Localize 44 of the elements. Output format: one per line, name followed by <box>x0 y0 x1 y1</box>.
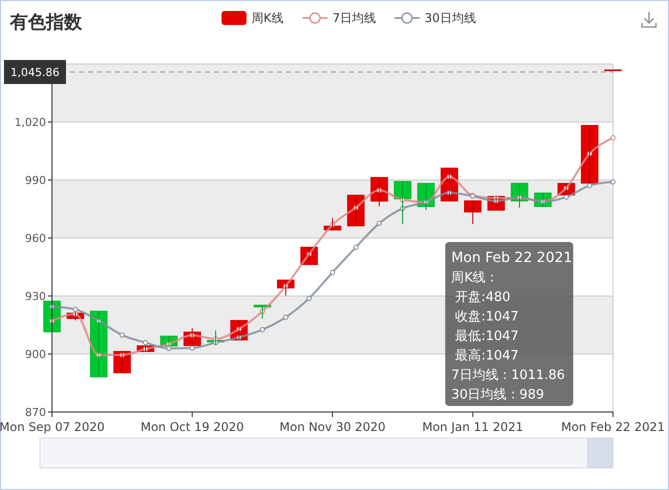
x-tick-label: Mon Nov 30 2020 <box>280 420 386 434</box>
y-tick-label: 990 <box>25 174 46 187</box>
ref-line-label: 1,045.86 <box>10 66 60 80</box>
y-tick-label: 960 <box>25 232 46 245</box>
y-tick-label: 1,020 <box>14 116 46 129</box>
point <box>120 332 125 338</box>
annotation: 最高:1047 <box>455 348 519 364</box>
point <box>353 244 358 250</box>
point <box>376 220 382 226</box>
candlestick <box>394 180 412 225</box>
point <box>330 270 336 276</box>
chart-title: 有色指数 <box>9 12 83 33</box>
legend-label: 周K线 <box>252 11 284 25</box>
x-tick-label: Mon Feb 22 2021 <box>561 420 665 434</box>
annotation: 最低:1047 <box>455 329 519 344</box>
y-tick-label: 870 <box>25 406 46 419</box>
candlestick <box>370 176 388 207</box>
point <box>260 327 265 332</box>
legend-label: 30日均线 <box>424 11 476 25</box>
y-tick-label: 930 <box>25 290 46 303</box>
y-tick-label: 900 <box>25 348 46 361</box>
x-tick-label: Mon Jan 11 2021 <box>422 420 524 434</box>
annotation: 开盘:480 <box>455 290 510 305</box>
candlestick <box>347 194 365 227</box>
point <box>142 340 148 346</box>
annotation: 7日均线 : 1011.86 <box>451 368 565 383</box>
point <box>610 179 616 185</box>
candlestick <box>464 200 482 225</box>
point <box>283 314 288 320</box>
point <box>610 135 616 140</box>
point <box>564 194 569 200</box>
point <box>72 306 78 312</box>
candlestick <box>90 310 108 378</box>
annotation: Mon Feb 22 2021 <box>451 250 572 266</box>
point <box>587 183 592 188</box>
annotation: 收盘:1047 <box>455 310 519 324</box>
x-tick-label: Mon Sep 07 2020 <box>0 420 105 434</box>
annotation: 30日均线 : 989 <box>451 388 544 402</box>
legend-label: 7日均线 <box>332 11 376 25</box>
point <box>306 296 312 301</box>
annotation: 周K线 : <box>451 270 494 286</box>
point <box>166 346 172 351</box>
x-tick-label: Mon Oct 19 2020 <box>140 420 244 434</box>
point <box>190 345 195 351</box>
